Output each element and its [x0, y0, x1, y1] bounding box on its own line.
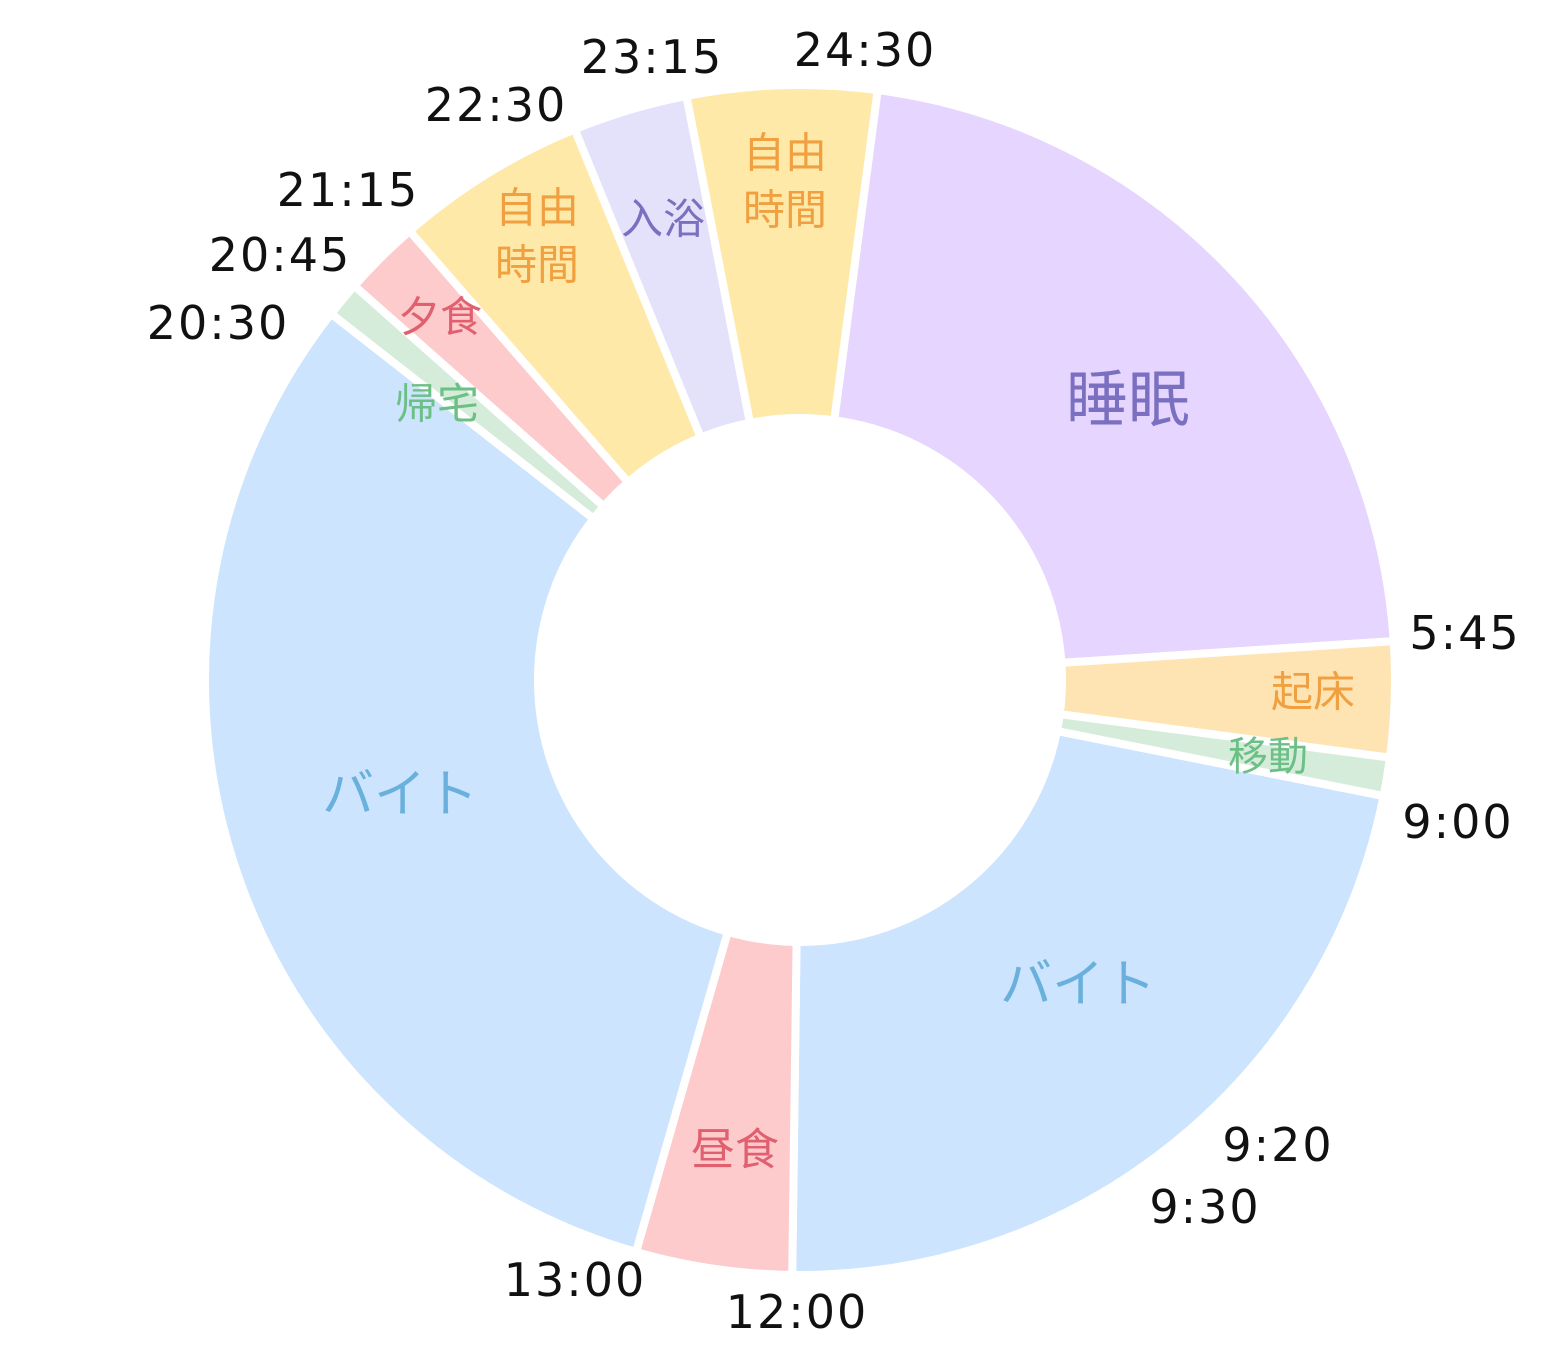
segment-label: バイト	[321, 764, 478, 825]
segment-label: 自由時間	[494, 183, 580, 289]
time-label: 22:30	[424, 78, 568, 132]
segment-label: 起床	[1270, 667, 1355, 717]
segment-label: 自由時間	[742, 128, 828, 234]
time-label: 13:00	[503, 1253, 647, 1307]
segment-label: 帰宅	[394, 379, 479, 429]
time-label: 12:00	[725, 1285, 869, 1339]
segment-label: 昼食	[691, 1124, 779, 1176]
segment-label: 移動	[1228, 734, 1308, 780]
donut-segment	[201, 308, 733, 1257]
segment-label: バイト	[999, 954, 1156, 1015]
segment-label: 睡眠	[1065, 363, 1190, 437]
time-label: 24:30	[793, 23, 937, 77]
time-label: 5:45	[1409, 606, 1521, 660]
time-label: 21:15	[276, 163, 420, 217]
time-label: 20:30	[146, 296, 290, 350]
donut-segment	[829, 85, 1398, 668]
time-label: 9:00	[1402, 795, 1514, 849]
time-label: 23:15	[580, 30, 724, 84]
donut-segment	[788, 726, 1389, 1279]
segment-label: 入浴	[620, 194, 705, 244]
time-label: 9:20	[1222, 1118, 1334, 1172]
time-label: 9:30	[1149, 1180, 1261, 1234]
segment-label: 夕食	[397, 292, 482, 342]
time-label: 20:45	[208, 228, 352, 282]
donut-segment	[681, 81, 883, 428]
